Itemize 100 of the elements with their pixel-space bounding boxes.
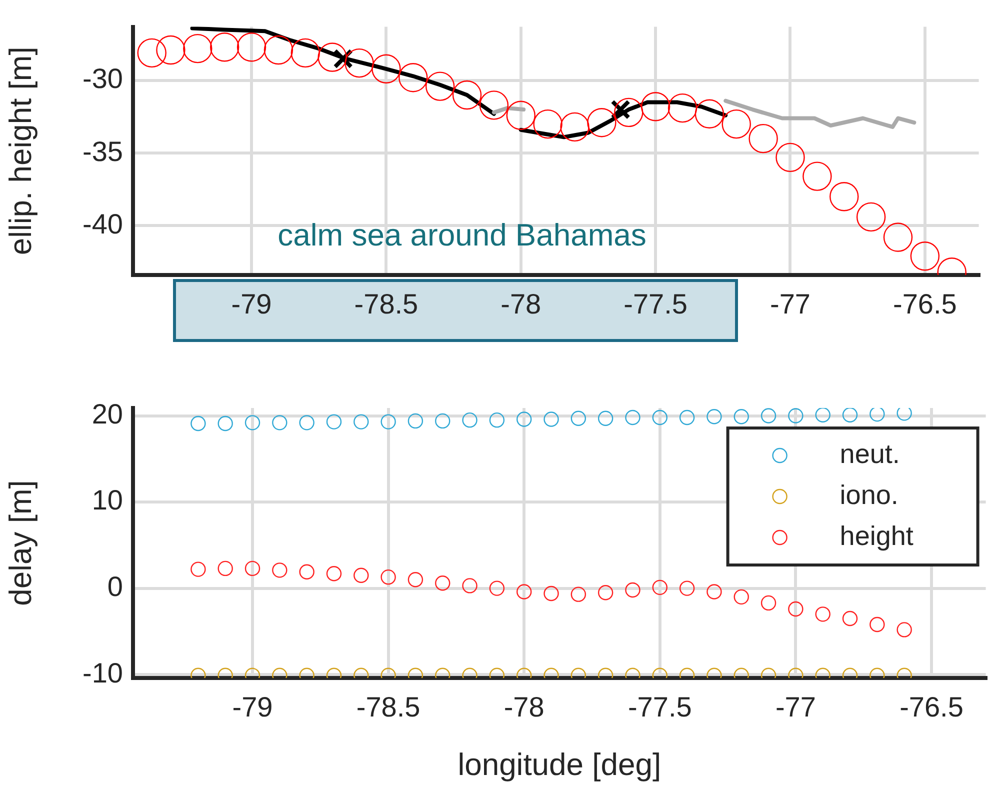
point (344, 48, 374, 78)
point (883, 222, 913, 252)
point (290, 38, 320, 68)
point (272, 415, 288, 430)
point (722, 109, 751, 139)
point (318, 42, 347, 72)
point (570, 410, 586, 426)
x-tick-label: -76.5 (893, 288, 957, 320)
point (299, 415, 314, 430)
x-tick-label: -79 (231, 288, 272, 320)
y-tick-label: 10 (92, 484, 123, 516)
point (516, 412, 532, 427)
point (156, 35, 186, 65)
y-tick-label: 20 (92, 398, 123, 430)
point (190, 416, 206, 432)
point (640, 92, 670, 122)
point (706, 409, 722, 424)
point (244, 560, 260, 576)
legend-label: iono. (840, 480, 898, 510)
point (210, 32, 240, 62)
x-tick-label: -77.5 (624, 288, 688, 320)
point (856, 202, 886, 232)
point (652, 580, 668, 596)
point (570, 586, 586, 602)
y-axis-title: ellip. height [m] (3, 46, 38, 256)
point (788, 408, 804, 424)
point (272, 562, 288, 578)
point (679, 580, 695, 596)
point (218, 560, 233, 576)
x-axis-title: longitude [deg] (458, 746, 662, 782)
point (244, 415, 260, 430)
point (506, 100, 536, 130)
point (668, 93, 698, 123)
point (137, 38, 166, 68)
annotation: calm sea around Bahamas (278, 218, 646, 253)
point (452, 80, 482, 110)
x-tick-label: -76.5 (900, 692, 964, 723)
x-tick-label: -78 (504, 692, 544, 723)
point (734, 409, 749, 424)
point (326, 414, 342, 430)
y-tick-label: -35 (82, 136, 123, 167)
point (706, 584, 722, 600)
point (544, 586, 559, 602)
x-tick-label: -77.5 (628, 692, 692, 723)
point (748, 124, 778, 154)
point (408, 413, 424, 429)
point (652, 410, 668, 426)
point (462, 412, 478, 428)
point (183, 34, 212, 64)
point (842, 408, 858, 422)
point (236, 32, 266, 62)
x-tick-label: -77 (770, 288, 810, 320)
point (776, 142, 805, 172)
point (380, 414, 396, 430)
point (435, 413, 450, 429)
x-tick-label: -78.5 (356, 692, 420, 723)
point (299, 564, 314, 580)
point (587, 108, 616, 138)
point (372, 54, 401, 84)
y-axis-title: delay [m] (3, 480, 38, 606)
point (354, 568, 369, 583)
point (489, 580, 505, 596)
point (264, 35, 294, 65)
point (218, 416, 233, 432)
point (830, 182, 859, 212)
point (544, 412, 559, 427)
point (560, 112, 590, 142)
point (910, 242, 940, 271)
x-tick-label: -78.5 (354, 288, 418, 320)
point (516, 584, 532, 600)
x-tick-label: -78 (500, 288, 542, 320)
point (479, 90, 509, 120)
x-tick-label: -79 (232, 692, 273, 723)
x-tick-label: -77 (775, 692, 816, 723)
point (896, 408, 912, 421)
point (614, 98, 644, 128)
point (625, 410, 640, 426)
point (462, 578, 478, 594)
point (679, 410, 695, 426)
point (398, 63, 428, 92)
point (533, 109, 562, 139)
point (598, 410, 614, 426)
point (870, 408, 885, 422)
point (802, 162, 832, 191)
y-tick-label: 0 (107, 571, 123, 602)
point (190, 562, 206, 577)
point (760, 408, 776, 424)
point (408, 572, 424, 588)
point (380, 569, 396, 585)
point (435, 576, 450, 591)
point (694, 99, 724, 128)
y-tick-label: -30 (82, 63, 123, 94)
point (425, 72, 455, 101)
point (489, 412, 505, 428)
point (625, 582, 640, 598)
point (354, 414, 369, 430)
legend-label: height (840, 520, 914, 551)
y-tick-label: -10 (82, 657, 123, 688)
point (326, 566, 342, 582)
point (815, 408, 830, 422)
